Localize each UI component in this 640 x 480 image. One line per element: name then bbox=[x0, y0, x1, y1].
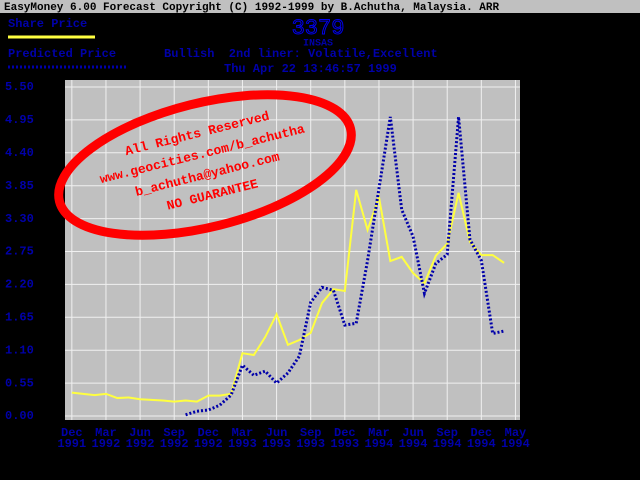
x-tick-label: May 1994 bbox=[501, 426, 530, 451]
y-tick-label: 1.65 bbox=[5, 310, 34, 324]
y-tick-label: 0.00 bbox=[5, 409, 34, 423]
x-tick-label: Dec 1993 bbox=[330, 426, 360, 451]
x-tick-label: Sep 1992 bbox=[159, 426, 189, 451]
title-bar bbox=[0, 0, 640, 13]
x-tick-label: Jun 1993 bbox=[262, 426, 291, 451]
series-line bbox=[71, 189, 505, 403]
y-tick-label: 3.30 bbox=[5, 212, 34, 226]
y-tick-label: 4.95 bbox=[5, 113, 34, 127]
y-tick-label: 0.55 bbox=[5, 376, 34, 390]
series-line bbox=[185, 116, 505, 417]
date: Thu Apr 22 13:46:57 1999 bbox=[224, 62, 397, 76]
legend-label: Predicted Price bbox=[8, 47, 116, 61]
x-tick-label: Mar 1992 bbox=[91, 426, 121, 451]
plot-area bbox=[65, 80, 520, 420]
y-tick-label: 2.75 bbox=[5, 245, 34, 259]
x-tick-label: Sep 1994 bbox=[432, 426, 462, 451]
y-tick-label: 5.50 bbox=[5, 80, 34, 94]
x-tick-label: Sep 1993 bbox=[296, 426, 326, 451]
y-tick-label: 1.10 bbox=[5, 343, 34, 357]
status: Bullish 2nd liner: Volatile,Excellent bbox=[164, 47, 438, 61]
legend-label: Share Price bbox=[8, 17, 87, 31]
x-tick-label: Mar 1993 bbox=[228, 426, 257, 451]
x-tick-label: Dec 1992 bbox=[193, 426, 223, 451]
y-tick-label: 3.85 bbox=[5, 179, 34, 193]
window-title: EasyMoney 6.00 Forecast Copyright (C) 19… bbox=[4, 2, 499, 14]
subtitle: INSAS bbox=[303, 39, 333, 50]
x-tick-label: Jun 1992 bbox=[125, 426, 155, 451]
x-tick-label: Dec 1994 bbox=[466, 426, 496, 451]
chart-title: 3379 bbox=[292, 16, 345, 41]
x-tick-label: Jun 1994 bbox=[398, 426, 428, 451]
x-tick-label: Mar 1994 bbox=[364, 426, 394, 451]
watermark-ellipse bbox=[54, 90, 356, 240]
y-tick-label: 4.40 bbox=[5, 146, 34, 160]
x-tick-label: Dec 1991 bbox=[57, 426, 87, 451]
y-tick-label: 2.20 bbox=[5, 278, 34, 292]
